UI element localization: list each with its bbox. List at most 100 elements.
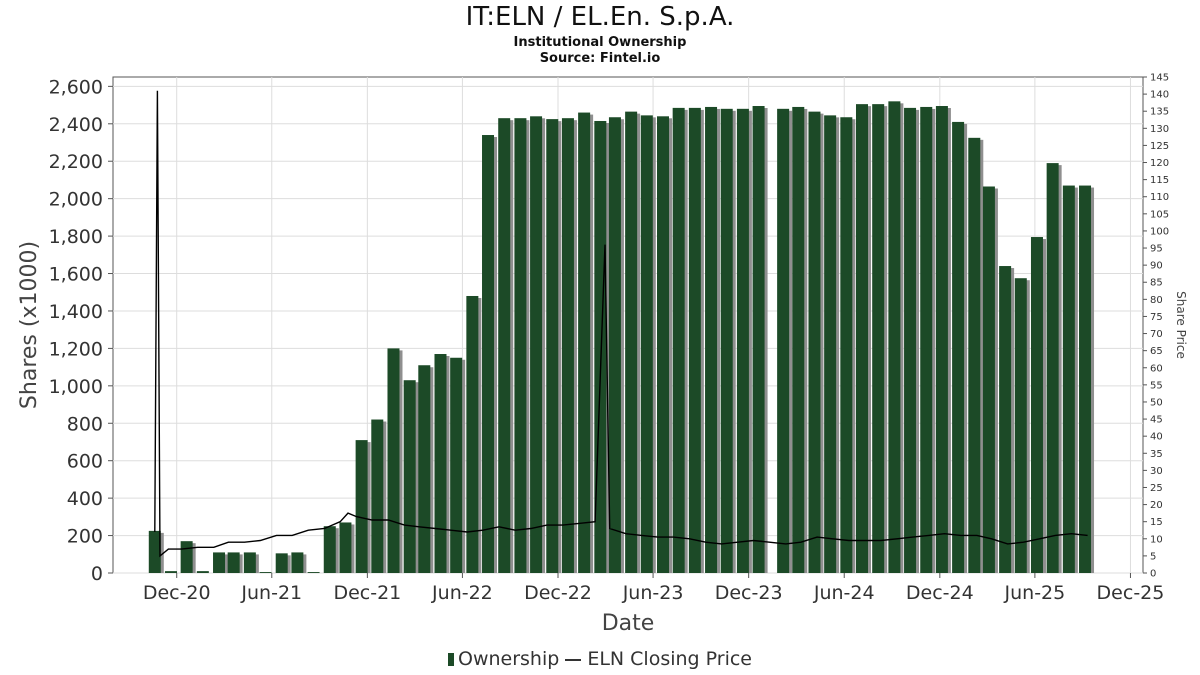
ownership-chart: 02004006008001,0001,2001,4001,6001,8002,… <box>17 73 1188 637</box>
y2-tick-label: 20 <box>1150 500 1163 511</box>
y2-tick-label: 30 <box>1150 466 1163 477</box>
chart-source: Source: Fintel.io <box>539 51 661 66</box>
y2-tick-label: 110 <box>1150 192 1169 203</box>
y2-tick-label: 55 <box>1150 380 1163 391</box>
y-axis-label: Shares (x1000) <box>17 241 42 409</box>
ownership-bar <box>403 380 416 573</box>
ownership-bar <box>546 119 559 573</box>
y-tick-label: 2,400 <box>49 114 103 136</box>
y2-tick-label: 10 <box>1150 534 1163 545</box>
y2-tick-label: 140 <box>1150 90 1169 101</box>
y-tick-label: 600 <box>67 451 103 473</box>
ownership-bar <box>514 118 527 573</box>
ownership-bar <box>180 541 193 573</box>
ownership-bar <box>777 108 790 573</box>
ownership-bar <box>935 106 948 573</box>
y2-tick-label: 80 <box>1150 295 1163 306</box>
ownership-bar <box>1014 278 1027 573</box>
ownership-bar <box>608 117 621 573</box>
ownership-bar <box>530 116 543 573</box>
price-line <box>154 90 1088 558</box>
ownership-bar <box>243 552 256 573</box>
y2-tick-label: 115 <box>1150 175 1169 186</box>
x-tick-label: Dec-23 <box>715 582 783 604</box>
x-tick-label: Dec-24 <box>906 582 974 604</box>
ownership-bar <box>387 348 400 573</box>
ownership-bar <box>482 135 495 573</box>
y-tick-label: 1,200 <box>49 338 103 360</box>
ownership-bar <box>752 106 765 573</box>
ownership-bar <box>561 118 574 573</box>
ownership-bar <box>792 106 805 573</box>
y-tick-label: 1,400 <box>49 301 103 323</box>
y2-tick-label: 75 <box>1150 312 1163 323</box>
y2-tick-label: 145 <box>1150 73 1169 84</box>
ownership-bar <box>371 419 384 573</box>
legend-ownership-label: Ownership <box>457 648 560 670</box>
y-tick-label: 2,000 <box>49 189 103 211</box>
y2-tick-label: 5 <box>1150 551 1156 562</box>
ownership-bar <box>968 137 981 573</box>
legend-price-label: ELN Closing Price <box>587 648 752 670</box>
axes: 02004006008001,0001,2001,4001,6001,8002,… <box>49 73 1170 605</box>
chart-subtitle: Institutional Ownership <box>513 35 687 50</box>
y2-tick-label: 45 <box>1150 415 1163 426</box>
y2-tick-label: 120 <box>1150 158 1169 169</box>
ownership-bar <box>1062 185 1075 574</box>
y2-tick-label: 35 <box>1150 449 1163 460</box>
y2-tick-label: 70 <box>1150 329 1163 340</box>
y2-tick-label: 50 <box>1150 397 1163 408</box>
y-tick-label: 1,800 <box>49 226 103 248</box>
y-tick-label: 800 <box>67 413 103 435</box>
legend-price-swatch <box>565 658 582 661</box>
y2-tick-label: 130 <box>1150 124 1169 135</box>
y2-tick-label: 65 <box>1150 346 1163 357</box>
x-tick-label: Dec-22 <box>524 582 592 604</box>
ownership-bar <box>672 107 685 573</box>
ownership-bar <box>355 440 368 573</box>
ownership-bar <box>1079 185 1092 574</box>
ownership-bar <box>982 186 995 574</box>
y2-tick-label: 100 <box>1150 226 1169 237</box>
ownership-bar <box>450 357 463 573</box>
ownership-bar <box>736 108 749 573</box>
ownership-bar <box>259 572 272 573</box>
ownership-bar <box>855 104 868 574</box>
y2-tick-label: 0 <box>1150 569 1156 580</box>
y2-tick-label: 135 <box>1150 107 1169 118</box>
ownership-bar <box>1030 237 1043 573</box>
y2-tick-label: 105 <box>1150 209 1169 220</box>
legend-ownership-swatch <box>447 653 454 666</box>
ownership-bar <box>640 115 653 573</box>
x-axis-label: Date <box>602 611 655 636</box>
ownership-bar <box>498 118 511 573</box>
ownership-bar <box>656 116 669 573</box>
ownership-bar <box>888 101 901 573</box>
y2-tick-label: 90 <box>1150 261 1163 272</box>
ownership-bar <box>339 522 352 573</box>
ownership-bar <box>705 106 718 573</box>
ownership-bar <box>418 365 431 573</box>
ownership-bar <box>323 526 336 573</box>
y-tick-label: 0 <box>91 563 103 585</box>
ownership-bars <box>148 101 1095 574</box>
x-tick-label: Dec-21 <box>333 582 401 604</box>
ownership-bar <box>688 107 701 573</box>
y2-tick-label: 25 <box>1150 483 1163 494</box>
ownership-bar <box>164 571 177 573</box>
legend: Ownership ELN Closing Price <box>0 648 1200 670</box>
ownership-bar <box>999 266 1012 573</box>
x-tick-label: Dec-25 <box>1097 582 1165 604</box>
ownership-bar <box>920 106 933 573</box>
x-tick-label: Jun-25 <box>1004 582 1066 604</box>
y2-axis-label: Share Price <box>1174 291 1188 359</box>
ownership-bar <box>466 295 479 573</box>
ownership-bar <box>307 572 320 573</box>
ownership-bar <box>578 112 591 574</box>
y2-tick-label: 85 <box>1150 278 1163 289</box>
y-tick-label: 400 <box>67 488 103 510</box>
ownership-bar <box>824 115 837 573</box>
chart-title: IT:ELN / EL.En. S.p.A. <box>465 2 735 32</box>
ownership-bar <box>808 111 821 574</box>
ownership-bar <box>275 553 288 573</box>
